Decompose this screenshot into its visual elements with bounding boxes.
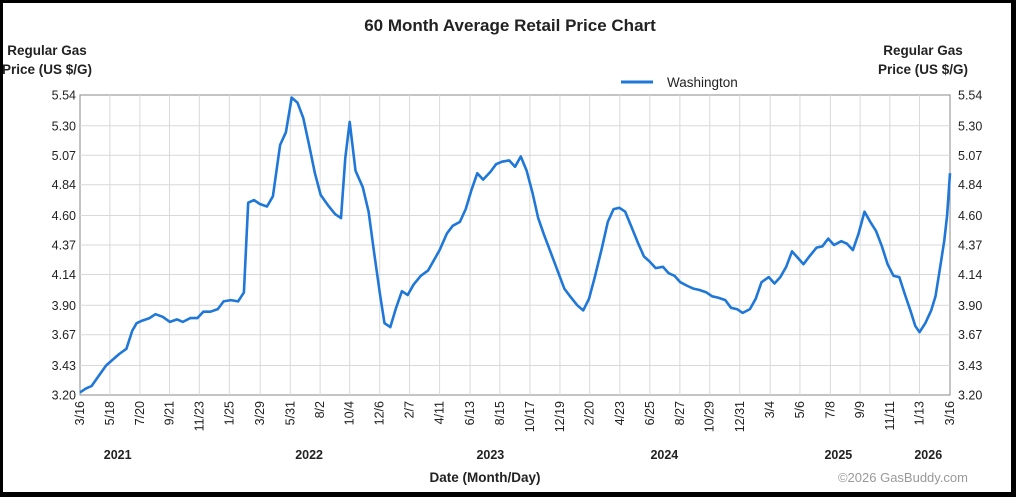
year-labels: 2021 2022 2023 2024 2025 2026 bbox=[104, 448, 942, 462]
right-y-tick-label: 3.43 bbox=[958, 359, 982, 373]
grid-lines bbox=[80, 95, 950, 395]
left-y-tick-label: 3.20 bbox=[52, 389, 76, 403]
right-y-axis-title-line1: Regular Gas bbox=[883, 43, 963, 58]
left-y-tick-label: 4.60 bbox=[52, 209, 76, 223]
year-label: 2021 bbox=[104, 448, 132, 462]
x-tick-label: 8/15 bbox=[493, 401, 507, 425]
left-y-tick-label: 5.54 bbox=[52, 89, 76, 103]
right-y-tick-label: 5.54 bbox=[958, 89, 982, 103]
right-y-axis-title-line2: Price (US $/G) bbox=[878, 62, 968, 77]
legend: Washington bbox=[621, 75, 738, 90]
x-tick-label: 12/19 bbox=[553, 401, 567, 432]
x-tick-label: 10/29 bbox=[703, 401, 717, 432]
right-y-tick-label: 4.60 bbox=[958, 209, 982, 223]
price-chart: 60 Month Average Retail Price Chart Regu… bbox=[3, 16, 982, 485]
x-tick-label: 7/20 bbox=[133, 401, 147, 425]
left-y-tick-labels: 5.54 5.30 5.07 4.84 4.60 4.37 4.14 3.90 3.67 3.43… bbox=[52, 89, 76, 403]
copyright-text: ©2026 GasBuddy.com bbox=[838, 470, 968, 485]
x-tick-label: 10/4 bbox=[343, 401, 357, 425]
chart-title: 60 Month Average Retail Price Chart bbox=[364, 16, 656, 35]
x-tick-label: 2/20 bbox=[583, 401, 597, 425]
x-tick-label: 5/6 bbox=[793, 401, 807, 418]
left-y-tick-label: 3.43 bbox=[52, 359, 76, 373]
chart-frame: 60 Month Average Retail Price Chart Regu… bbox=[3, 3, 1011, 492]
x-tick-label: 7/8 bbox=[823, 401, 837, 418]
x-tick-label: 6/13 bbox=[463, 401, 477, 425]
right-y-tick-labels: 5.54 5.30 5.07 4.84 4.60 4.37 4.14 3.90 3.67 3.43… bbox=[958, 89, 982, 403]
legend-label-washington: Washington bbox=[667, 75, 738, 90]
year-label: 2025 bbox=[824, 448, 852, 462]
x-tick-label: 3/4 bbox=[763, 401, 777, 418]
x-tick-label: 1/25 bbox=[222, 401, 236, 425]
left-y-tick-label: 5.30 bbox=[52, 119, 76, 133]
year-label: 2022 bbox=[295, 448, 323, 462]
x-tick-label: 4/11 bbox=[433, 401, 447, 424]
right-y-tick-label: 4.37 bbox=[958, 239, 982, 253]
x-tick-label: 12/31 bbox=[733, 401, 747, 432]
series-line-washington bbox=[79, 96, 952, 394]
right-y-tick-label: 3.90 bbox=[958, 299, 982, 313]
right-y-tick-label: 5.07 bbox=[958, 149, 982, 163]
x-tick-label: 8/2 bbox=[313, 401, 327, 418]
left-y-tick-label: 4.84 bbox=[52, 178, 76, 192]
x-tick-label: 4/23 bbox=[613, 401, 627, 425]
left-y-tick-label: 3.90 bbox=[52, 299, 76, 313]
right-y-tick-label: 3.20 bbox=[958, 389, 982, 403]
x-tick-label: 6/25 bbox=[643, 401, 657, 425]
x-tick-label: 11/11 bbox=[883, 401, 897, 430]
left-y-tick-label: 4.37 bbox=[52, 239, 76, 253]
left-y-axis-title-line1: Regular Gas bbox=[7, 43, 87, 58]
x-tick-label: 10/17 bbox=[523, 401, 537, 432]
x-tick-labels: 3/16 5/18 7/20 9/21 11/23 1/25 3/29 5/31 8/2 10/4… bbox=[73, 401, 957, 432]
x-tick-label: 8/27 bbox=[673, 401, 687, 425]
left-y-tick-label: 3.67 bbox=[52, 328, 76, 342]
x-tick-label: 5/18 bbox=[103, 401, 117, 425]
right-y-tick-label: 4.14 bbox=[958, 268, 982, 282]
left-y-tick-label: 4.14 bbox=[52, 268, 76, 282]
year-label: 2023 bbox=[476, 448, 504, 462]
x-tick-label: 3/16 bbox=[73, 401, 87, 425]
left-y-tick-label: 5.07 bbox=[52, 149, 76, 163]
x-tick-label: 1/13 bbox=[913, 401, 927, 425]
right-y-tick-label: 3.67 bbox=[958, 328, 982, 342]
x-tick-label: 9/9 bbox=[853, 401, 867, 418]
x-tick-label: 12/6 bbox=[373, 401, 387, 425]
year-label: 2026 bbox=[914, 448, 942, 462]
x-tick-label: 5/31 bbox=[283, 401, 297, 425]
x-axis-title: Date (Month/Day) bbox=[430, 470, 541, 485]
x-tick-label: 9/21 bbox=[162, 401, 176, 425]
x-tick-label: 2/7 bbox=[403, 401, 417, 418]
right-y-tick-label: 4.84 bbox=[958, 178, 982, 192]
x-tick-label: 3/16 bbox=[943, 401, 957, 425]
year-label: 2024 bbox=[650, 448, 678, 462]
x-tick-label: 11/23 bbox=[192, 401, 206, 431]
x-tick-label: 3/29 bbox=[253, 401, 267, 425]
right-y-tick-label: 5.30 bbox=[958, 119, 982, 133]
left-y-axis-title-line2: Price (US $/G) bbox=[3, 62, 92, 77]
